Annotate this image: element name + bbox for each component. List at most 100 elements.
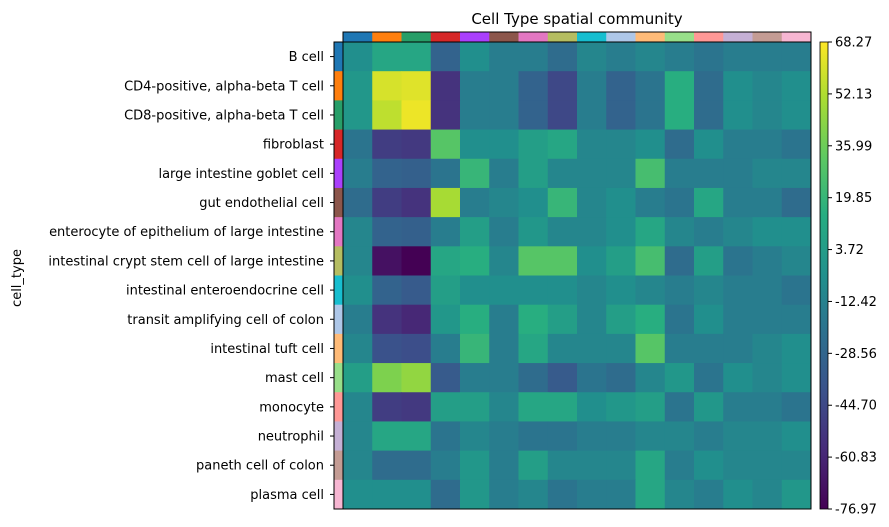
heatmap-cell [430,187,461,218]
heatmap-cell [518,246,549,276]
column-color-swatch [781,32,812,42]
heatmap-cell [343,392,373,422]
heatmap-cell [723,275,753,306]
heatmap-cell [635,217,666,247]
heatmap-cell [547,333,578,364]
heatmap-cell [430,275,461,306]
heatmap-cell [577,129,607,160]
heatmap-cell [372,129,402,160]
heatmap-cell [343,71,373,101]
heatmap-cell [664,187,695,218]
colorbar-tick-label: -60.83 [835,451,877,466]
heatmap-cell [752,129,783,160]
heatmap-cell [460,275,490,306]
heatmap-cell [401,100,432,131]
heatmap-cell [577,158,607,189]
heatmap-cell [606,42,636,72]
heatmap-cell [723,304,753,335]
row-color-swatch [334,479,343,510]
heatmap-cell [723,363,753,393]
heatmap-cell [577,246,607,276]
heatmap-cell [401,304,432,335]
heatmap-cell [606,217,636,247]
heatmap-cell [460,304,490,335]
heatmap-cell [547,450,578,481]
heatmap-cell [752,304,783,335]
heatmap-cell [343,158,373,189]
heatmap-cell [635,333,666,364]
heatmap-cell [401,71,432,101]
heatmap-cell [694,275,724,306]
heatmap-cell [781,333,812,364]
heatmap-cell [343,421,373,452]
colorbar-tick-label: 68.27 [835,36,872,51]
heatmap-cell [635,246,666,276]
heatmap-cell [694,217,724,247]
heatmap-cell [694,450,724,481]
heatmap-cell [430,71,461,101]
heatmap-cell [430,479,461,510]
column-color-swatch [518,32,549,42]
heatmap-cell [752,217,783,247]
heatmap-cell [781,100,812,131]
heatmap-cell [401,333,432,364]
heatmap-cell [518,217,549,247]
heatmap-cell [694,158,724,189]
heatmap-cell [606,421,636,452]
heatmap-cell [635,304,666,335]
heatmap-cell [401,187,432,218]
heatmap-cell [635,479,666,510]
heatmap-cell [401,450,432,481]
heatmap-cell [577,450,607,481]
heatmap-cell [372,217,402,247]
heatmap-cell [401,246,432,276]
heatmap-cell [430,363,461,393]
column-color-swatch [401,32,432,42]
heatmap-cell [781,275,812,306]
heatmap-cell [664,450,695,481]
heatmap-cell [606,363,636,393]
heatmap-cell [372,421,402,452]
heatmap-cell [460,71,490,101]
heatmap-cell [635,158,666,189]
heatmap-cell [664,217,695,247]
heatmap-cell [723,100,753,131]
heatmap-cell [547,363,578,393]
heatmap-cell [694,71,724,101]
heatmap-cell [781,246,812,276]
heatmap-cell [723,71,753,101]
heatmap-cell [489,275,519,306]
heatmap-cell [489,363,519,393]
heatmap-cell [577,275,607,306]
heatmap-cell [430,304,461,335]
row-label: plasma cell [250,488,324,503]
heatmap-cell [489,129,519,160]
heatmap-cell [577,333,607,364]
heatmap-cell [547,392,578,422]
heatmap-cell [606,392,636,422]
heatmap-cell [343,363,373,393]
heatmap-cell [723,129,753,160]
heatmap-cell [752,479,783,510]
heatmap-cell [372,158,402,189]
heatmap-cell [518,158,549,189]
y-axis-label: cell_type [10,249,25,307]
heatmap-cell [489,42,519,72]
column-color-strip [343,32,812,42]
heatmap-cell [460,479,490,510]
row-label: intestinal enteroendocrine cell [126,284,324,299]
heatmap-cell [635,450,666,481]
heatmap-cell [694,363,724,393]
heatmap-cell [635,421,666,452]
colorbar: 68.27 52.13 35.99 19.85 3.72 -12.42 -28.56 -44.… [819,36,877,518]
row-label: fibroblast [263,138,324,153]
heatmap-cell [547,421,578,452]
heatmap-cell [752,275,783,306]
row-label: CD8-positive, alpha-beta T cell [124,108,324,123]
heatmap-cell [372,42,402,72]
heatmap-cell [547,304,578,335]
heatmap-cell [518,100,549,131]
heatmap-cell [606,187,636,218]
heatmap-cell [606,275,636,306]
heatmap-cell [547,42,578,72]
